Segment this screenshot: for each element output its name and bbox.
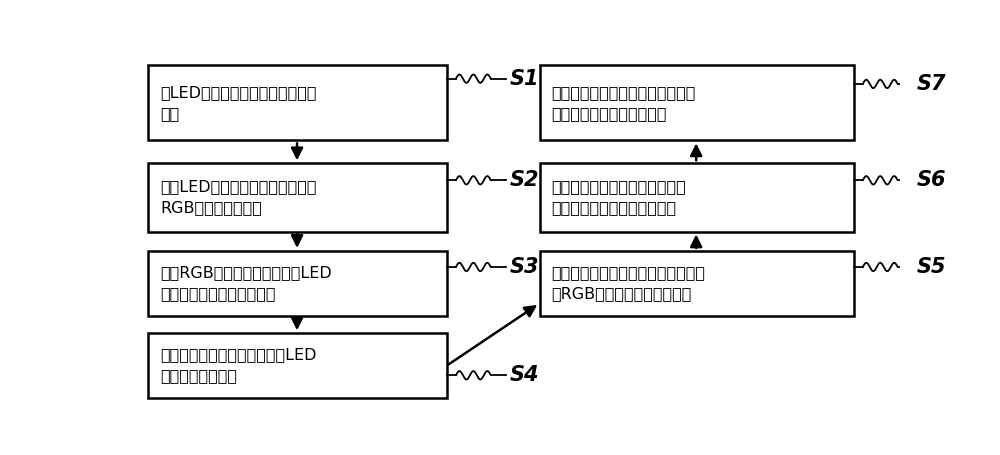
Text: 主控模块将单个控制器数据进行组
包，并发送到对应的控制器: 主控模块将单个控制器数据进行组 包，并发送到对应的控制器 [551, 85, 696, 121]
Bar [540, 163, 854, 232]
Text: 根据LED灯布局需求，配置灯珠的
RGB通道顺序和数量: 根据LED灯布局需求，配置灯珠的 RGB通道顺序和数量 [160, 179, 316, 215]
Text: 主控模块通过写地址命令设置LED
灯各个灯点的地址: 主控模块通过写地址命令设置LED 灯各个灯点的地址 [160, 348, 316, 384]
Bar [540, 65, 854, 141]
Bar [148, 163, 447, 232]
Bar [148, 65, 447, 141]
Bar [148, 333, 447, 398]
Text: 通过RGB通道顺序和数量模拟LED
灯的布局，并设置灯具类型: 通过RGB通道顺序和数量模拟LED 灯的布局，并设置灯具类型 [160, 265, 332, 301]
Text: S7: S7 [917, 74, 947, 94]
Text: S2: S2 [510, 170, 540, 190]
Bar [148, 251, 447, 316]
Text: S3: S3 [510, 257, 540, 277]
Bar [540, 251, 854, 316]
Text: 主控模块抓取数据后，根据灯具类型
将RGB进行转换得到转换信号: 主控模块抓取数据后，根据灯具类型 将RGB进行转换得到转换信号 [551, 265, 705, 301]
Text: S4: S4 [510, 365, 540, 385]
Text: 对LED灯主控模块上电工作，并初
始化: 对LED灯主控模块上电工作，并初 始化 [160, 85, 316, 121]
Text: S5: S5 [917, 257, 947, 277]
Text: S1: S1 [510, 69, 540, 89]
Text: S6: S6 [917, 170, 947, 190]
Text: 结合转换信号去控制控制器的控
制信息，对数据进行重组排序: 结合转换信号去控制控制器的控 制信息，对数据进行重组排序 [551, 179, 686, 215]
